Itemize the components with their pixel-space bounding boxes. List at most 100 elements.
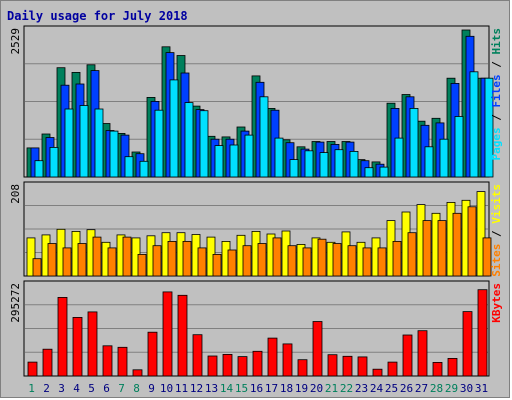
bar-kbytes	[222, 353, 233, 377]
bar-kbytes	[297, 359, 308, 377]
bar-pages	[34, 160, 44, 178]
bar-pages	[244, 134, 254, 178]
x-tick-label: 3	[58, 382, 65, 395]
bar-sites	[317, 238, 327, 277]
bar-sites	[332, 243, 342, 277]
bar-sites	[272, 237, 282, 277]
bar-kbytes	[327, 354, 338, 377]
bar-sites	[122, 236, 132, 277]
bar-pages	[139, 160, 149, 178]
bar-pages	[469, 71, 479, 178]
bar-kbytes	[432, 361, 443, 377]
y-max-label: 295272	[9, 283, 22, 323]
bar-pages	[364, 167, 374, 178]
legend-separator: /	[490, 55, 503, 75]
bar-pages	[454, 116, 464, 178]
bar-pages	[169, 79, 179, 178]
bar-visits	[476, 191, 486, 277]
x-tick-label: 24	[370, 382, 384, 395]
legend-entry-hits: Hits	[490, 28, 503, 55]
x-tick-label: 5	[88, 382, 95, 395]
bar-pages	[349, 150, 359, 178]
bar-kbytes	[282, 343, 293, 377]
bar-sites	[467, 206, 477, 277]
legend-separator: /	[490, 224, 503, 244]
bar-kbytes	[72, 316, 83, 377]
bar-kbytes	[87, 311, 98, 377]
legend-entry-files: Files	[490, 74, 503, 107]
legend-kbytes: KBytes	[490, 283, 503, 323]
bar-kbytes	[387, 361, 398, 377]
bar-pages	[124, 156, 134, 178]
x-tick-label: 17	[265, 382, 278, 395]
chart-title: Daily usage for July 2018	[7, 9, 188, 23]
x-tick-label: 12	[190, 382, 203, 395]
bar-pages	[304, 150, 314, 178]
bar-pages	[64, 108, 74, 178]
bar-kbytes	[357, 356, 368, 377]
bar-pages	[274, 137, 284, 178]
bar-sites	[92, 236, 102, 277]
bar-sites	[422, 220, 432, 277]
bar-pages	[484, 77, 494, 178]
bar-sites	[407, 232, 417, 277]
bar-pages	[379, 166, 389, 178]
bar-sites	[377, 247, 387, 277]
x-tick-label: 13	[205, 382, 218, 395]
bar-kbytes	[27, 361, 38, 377]
x-tick-label: 16	[250, 382, 263, 395]
x-tick-label: 10	[160, 382, 173, 395]
bar-kbytes	[147, 331, 158, 377]
legend-entry-visits: Visits	[490, 184, 503, 224]
x-tick-label: 29	[445, 382, 458, 395]
bar-pages	[259, 96, 269, 178]
bar-pages	[319, 152, 329, 178]
bar-kbytes	[57, 296, 68, 377]
legend-separator: /	[490, 108, 503, 128]
legend-hits-files-pages: Pages / Files / Hits	[490, 28, 503, 161]
bar-pages	[424, 146, 434, 178]
x-tick-label: 28	[430, 382, 443, 395]
bar-kbytes	[102, 345, 113, 377]
bar-pages	[184, 102, 194, 178]
bar-kbytes	[372, 368, 383, 377]
x-tick-label: 31	[475, 382, 488, 395]
bar-kbytes	[162, 291, 173, 377]
bar-pages	[394, 137, 404, 178]
bar-sites	[77, 243, 87, 277]
x-tick-label: 25	[385, 382, 398, 395]
bar-kbytes	[132, 369, 143, 377]
bar-pages	[79, 105, 89, 178]
bar-sites	[302, 247, 312, 277]
bar-sites	[62, 247, 72, 277]
bar-kbytes	[417, 330, 428, 377]
bar-sites	[152, 245, 162, 277]
bar-sites	[287, 245, 297, 277]
bar-kbytes	[117, 346, 128, 377]
x-tick-label: 23	[355, 382, 368, 395]
bar-sites	[452, 212, 462, 277]
x-tick-label: 4	[73, 382, 80, 395]
bar-kbytes	[447, 357, 458, 377]
bar-kbytes	[192, 334, 203, 377]
bar-pages	[214, 145, 224, 178]
bar-sites	[32, 258, 42, 277]
bar-kbytes	[312, 321, 323, 377]
legend-entry-kbytes: KBytes	[490, 283, 503, 323]
x-tick-label: 30	[460, 382, 473, 395]
bar-kbytes	[342, 355, 353, 377]
bar-sites	[437, 220, 447, 277]
bar-sites	[137, 253, 147, 277]
x-tick-label: 2	[43, 382, 50, 395]
bar-pages	[109, 130, 119, 178]
y-max-label: 2529	[9, 28, 22, 55]
bar-kbytes	[462, 311, 473, 377]
bar-pages	[154, 109, 164, 178]
x-tick-label: 1	[28, 382, 35, 395]
bar-pages	[49, 146, 59, 178]
bar-kbytes	[252, 350, 263, 377]
x-tick-label: 8	[133, 382, 140, 395]
x-tick-label: 27	[415, 382, 428, 395]
bar-sites	[47, 243, 57, 277]
